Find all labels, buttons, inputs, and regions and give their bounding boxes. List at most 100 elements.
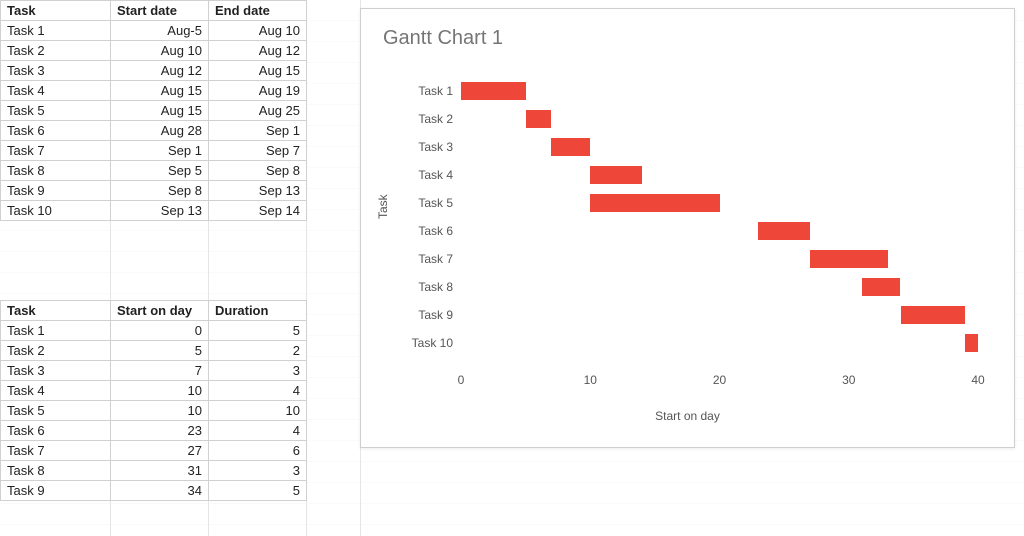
cell[interactable]: Aug 28 bbox=[111, 121, 209, 141]
cell[interactable]: Task 3 bbox=[1, 361, 111, 381]
cell[interactable]: Task 3 bbox=[1, 61, 111, 81]
cell[interactable]: 3 bbox=[209, 461, 307, 481]
cell[interactable]: Aug 10 bbox=[111, 41, 209, 61]
gantt-bar bbox=[590, 166, 642, 184]
y-tick-label: Task 1 bbox=[391, 84, 453, 98]
gantt-bar bbox=[810, 250, 888, 268]
cell[interactable]: 27 bbox=[111, 441, 209, 461]
table-row[interactable]: Task 8Sep 5Sep 8 bbox=[1, 161, 307, 181]
table-row[interactable]: Task 5Aug 15Aug 25 bbox=[1, 101, 307, 121]
cell[interactable]: 5 bbox=[111, 341, 209, 361]
duration-table[interactable]: TaskStart on dayDurationTask 105Task 252… bbox=[0, 300, 307, 501]
table-row[interactable]: Task 252 bbox=[1, 341, 307, 361]
table-row[interactable]: Task 9Sep 8Sep 13 bbox=[1, 181, 307, 201]
cell[interactable]: Sep 13 bbox=[209, 181, 307, 201]
cell[interactable]: Task 9 bbox=[1, 481, 111, 501]
cell[interactable]: Task 4 bbox=[1, 381, 111, 401]
table-row[interactable]: Task 6Aug 28Sep 1 bbox=[1, 121, 307, 141]
table-row[interactable]: Task 4Aug 15Aug 19 bbox=[1, 81, 307, 101]
cell[interactable]: Sep 8 bbox=[209, 161, 307, 181]
cell[interactable]: Task 9 bbox=[1, 181, 111, 201]
cell[interactable]: Task 5 bbox=[1, 101, 111, 121]
cell[interactable]: 4 bbox=[209, 421, 307, 441]
cell[interactable]: Sep 1 bbox=[111, 141, 209, 161]
cell[interactable]: 10 bbox=[111, 381, 209, 401]
cell[interactable]: Task 7 bbox=[1, 441, 111, 461]
cell[interactable]: Aug 10 bbox=[209, 21, 307, 41]
cell[interactable]: Task 8 bbox=[1, 161, 111, 181]
cell[interactable]: Sep 8 bbox=[111, 181, 209, 201]
gantt-chart[interactable]: Gantt Chart 1 Task Task 1Task 2Task 3Tas… bbox=[360, 8, 1015, 448]
cell[interactable]: Sep 13 bbox=[111, 201, 209, 221]
cell[interactable]: Task 4 bbox=[1, 81, 111, 101]
cell[interactable]: 5 bbox=[209, 481, 307, 501]
cell[interactable]: Task 5 bbox=[1, 401, 111, 421]
gantt-bar bbox=[526, 110, 552, 128]
table-row[interactable]: Task 4104 bbox=[1, 381, 307, 401]
table-row[interactable]: Task 8313 bbox=[1, 461, 307, 481]
table-row[interactable]: Task 51010 bbox=[1, 401, 307, 421]
table-row[interactable]: Task 7Sep 1Sep 7 bbox=[1, 141, 307, 161]
cell[interactable]: 0 bbox=[111, 321, 209, 341]
cell[interactable]: 34 bbox=[111, 481, 209, 501]
cell[interactable]: 3 bbox=[209, 361, 307, 381]
x-tick-label: 30 bbox=[842, 373, 855, 387]
table-row[interactable]: Task 105 bbox=[1, 321, 307, 341]
column-header[interactable]: Start on day bbox=[111, 301, 209, 321]
cell[interactable]: Task 6 bbox=[1, 121, 111, 141]
gantt-bar bbox=[862, 278, 901, 296]
cell[interactable]: Task 2 bbox=[1, 41, 111, 61]
gantt-bar bbox=[758, 222, 810, 240]
cell[interactable]: 2 bbox=[209, 341, 307, 361]
table-row[interactable]: Task 7276 bbox=[1, 441, 307, 461]
table-row[interactable]: Task 10Sep 13Sep 14 bbox=[1, 201, 307, 221]
cell[interactable]: 6 bbox=[209, 441, 307, 461]
cell[interactable]: Task 10 bbox=[1, 201, 111, 221]
table-row[interactable]: Task 6234 bbox=[1, 421, 307, 441]
column-header[interactable]: Task bbox=[1, 301, 111, 321]
cell[interactable]: Aug 15 bbox=[111, 101, 209, 121]
cell[interactable]: 5 bbox=[209, 321, 307, 341]
table-row[interactable]: Task 373 bbox=[1, 361, 307, 381]
cell[interactable]: 7 bbox=[111, 361, 209, 381]
table-row[interactable]: Task 9345 bbox=[1, 481, 307, 501]
cell[interactable]: Aug 12 bbox=[111, 61, 209, 81]
cell[interactable]: Aug-5 bbox=[111, 21, 209, 41]
cell[interactable]: 10 bbox=[209, 401, 307, 421]
column-header[interactable]: End date bbox=[209, 1, 307, 21]
gantt-bar bbox=[551, 138, 590, 156]
table-row[interactable]: Task 3Aug 12Aug 15 bbox=[1, 61, 307, 81]
cell[interactable]: Aug 12 bbox=[209, 41, 307, 61]
x-tick-label: 10 bbox=[584, 373, 597, 387]
cell[interactable]: Aug 25 bbox=[209, 101, 307, 121]
cell[interactable]: Aug 19 bbox=[209, 81, 307, 101]
gantt-bar bbox=[590, 194, 719, 212]
column-header[interactable]: Duration bbox=[209, 301, 307, 321]
cell[interactable]: 23 bbox=[111, 421, 209, 441]
cell[interactable]: Task 8 bbox=[1, 461, 111, 481]
y-tick-label: Task 10 bbox=[391, 336, 453, 350]
cell[interactable]: Task 1 bbox=[1, 21, 111, 41]
cell[interactable]: Task 1 bbox=[1, 321, 111, 341]
cell[interactable]: Task 7 bbox=[1, 141, 111, 161]
dates-table[interactable]: TaskStart dateEnd dateTask 1Aug-5Aug 10T… bbox=[0, 0, 307, 221]
y-tick-label: Task 3 bbox=[391, 140, 453, 154]
cell[interactable]: Task 2 bbox=[1, 341, 111, 361]
cell[interactable]: Aug 15 bbox=[209, 61, 307, 81]
y-tick-label: Task 8 bbox=[391, 280, 453, 294]
x-tick-label: 20 bbox=[713, 373, 726, 387]
cell[interactable]: Sep 5 bbox=[111, 161, 209, 181]
cell[interactable]: Sep 1 bbox=[209, 121, 307, 141]
cell[interactable]: 31 bbox=[111, 461, 209, 481]
cell[interactable]: 10 bbox=[111, 401, 209, 421]
table-row[interactable]: Task 1Aug-5Aug 10 bbox=[1, 21, 307, 41]
column-header[interactable]: Start date bbox=[111, 1, 209, 21]
cell[interactable]: 4 bbox=[209, 381, 307, 401]
cell[interactable]: Sep 7 bbox=[209, 141, 307, 161]
table-row[interactable]: Task 2Aug 10Aug 12 bbox=[1, 41, 307, 61]
cell[interactable]: Aug 15 bbox=[111, 81, 209, 101]
cell[interactable]: Sep 14 bbox=[209, 201, 307, 221]
chart-plot-area: Task 1Task 2Task 3Task 4Task 5Task 6Task… bbox=[461, 77, 991, 367]
column-header[interactable]: Task bbox=[1, 1, 111, 21]
cell[interactable]: Task 6 bbox=[1, 421, 111, 441]
